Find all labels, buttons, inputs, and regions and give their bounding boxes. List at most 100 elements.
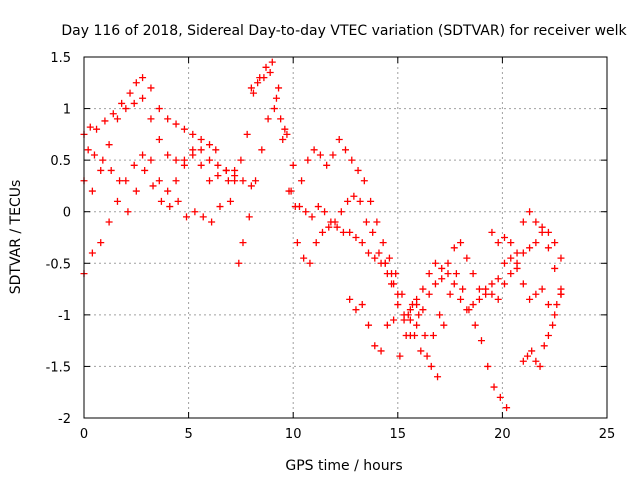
data-point: [557, 290, 565, 298]
data-point: [118, 99, 126, 107]
data-point: [97, 166, 105, 174]
data-point: [339, 228, 347, 236]
data-point: [189, 146, 197, 154]
data-point: [507, 270, 515, 278]
data-point: [404, 311, 412, 319]
data-point: [360, 177, 368, 185]
data-point: [308, 213, 316, 221]
data-point: [354, 166, 362, 174]
data-point: [335, 136, 343, 144]
data-point: [434, 373, 442, 381]
data-point: [444, 270, 452, 278]
data-point: [431, 259, 439, 267]
data-point: [277, 115, 285, 123]
data-point: [172, 120, 180, 128]
data-point: [132, 79, 140, 87]
data-point: [362, 218, 370, 226]
data-point: [553, 301, 561, 309]
data-point: [86, 123, 94, 131]
data-point: [365, 321, 373, 329]
data-point: [235, 259, 243, 267]
data-point: [252, 177, 260, 185]
data-point: [490, 383, 498, 391]
series-track-10: [381, 228, 565, 324]
data-point: [408, 301, 416, 309]
data-point: [488, 228, 496, 236]
data-point: [469, 270, 477, 278]
data-point: [532, 218, 540, 226]
data-point: [272, 94, 280, 102]
data-point: [536, 362, 544, 370]
data-point: [224, 177, 232, 185]
data-point: [507, 254, 515, 262]
series-track-6: [224, 58, 421, 324]
data-point: [126, 89, 134, 97]
series-track-4: [84, 146, 234, 226]
data-point: [310, 146, 318, 154]
y-tick-label: 1: [63, 103, 71, 118]
data-point: [197, 161, 205, 169]
data-point: [249, 89, 257, 97]
data-point: [494, 239, 502, 247]
data-point: [239, 177, 247, 185]
data-point: [519, 218, 527, 226]
data-point: [398, 290, 406, 298]
data-point: [438, 264, 446, 272]
data-point: [471, 321, 479, 329]
data-point: [551, 239, 559, 247]
data-point: [84, 146, 92, 154]
data-point: [459, 285, 467, 293]
data-point: [130, 161, 138, 169]
data-point: [477, 337, 485, 345]
data-point: [532, 290, 540, 298]
data-point: [155, 177, 163, 185]
data-markers: [80, 58, 565, 412]
data-point: [172, 177, 180, 185]
data-point: [513, 259, 521, 267]
data-point: [526, 295, 534, 303]
data-point: [88, 187, 96, 195]
data-point: [291, 203, 299, 211]
data-point: [183, 213, 191, 221]
data-point: [97, 239, 105, 247]
data-point: [314, 203, 322, 211]
data-point: [283, 130, 291, 138]
data-point: [342, 146, 349, 154]
data-point: [199, 213, 207, 221]
data-point: [331, 218, 339, 226]
data-point: [206, 156, 214, 164]
data-point: [383, 321, 391, 329]
data-point: [122, 105, 130, 113]
data-point: [519, 357, 527, 365]
data-point: [346, 295, 354, 303]
data-point: [116, 177, 124, 185]
data-point: [139, 74, 147, 82]
data-point: [268, 58, 276, 66]
data-point: [113, 197, 121, 205]
data-point: [388, 280, 396, 288]
data-point: [457, 239, 465, 247]
data-point: [475, 285, 483, 293]
data-point: [130, 99, 138, 107]
data-point: [208, 218, 216, 226]
data-point: [524, 352, 532, 360]
data-point: [352, 306, 360, 314]
data-point: [141, 166, 149, 174]
data-point: [258, 146, 266, 154]
data-point: [358, 239, 366, 247]
data-point: [358, 301, 366, 309]
data-point: [139, 151, 147, 159]
data-point: [540, 342, 548, 350]
data-point: [423, 352, 431, 360]
data-point: [544, 301, 552, 309]
x-tick-label: 25: [599, 427, 616, 442]
data-point: [371, 342, 379, 350]
data-point: [164, 115, 172, 123]
data-point: [406, 316, 414, 324]
data-point: [212, 146, 220, 154]
data-point: [124, 208, 132, 216]
data-point: [551, 311, 559, 319]
data-point: [172, 156, 180, 164]
x-tick-label: 0: [80, 427, 88, 442]
data-point: [463, 306, 471, 314]
